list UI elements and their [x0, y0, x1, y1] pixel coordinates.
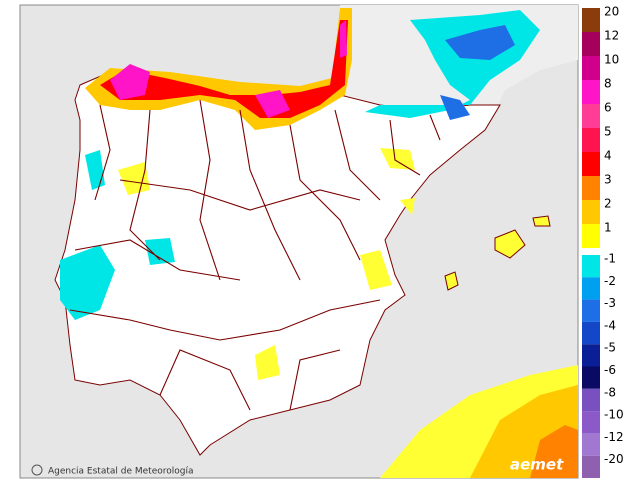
- legend-label: -5: [604, 341, 616, 355]
- legend-label: 12: [604, 29, 619, 43]
- ibiza: [444, 271, 459, 291]
- legend-label: 4: [604, 149, 612, 163]
- legend-swatch: [582, 455, 600, 478]
- legend: 20 12 10 8 6 5 4 3 2 1 -1 -2 -3 -4 -5 -6 -8 -10 -12 -20: [582, 5, 624, 478]
- copyright-icon: [31, 464, 43, 476]
- legend-swatch: [582, 277, 600, 300]
- legend-swatch: [582, 8, 600, 32]
- legend-label: 5: [604, 125, 612, 139]
- province-borders: [69, 99, 441, 411]
- legend-swatch: [582, 56, 600, 80]
- cool-west: [60, 150, 175, 320]
- legend-swatch: [582, 433, 600, 456]
- africa-hot: [530, 425, 578, 478]
- legend-swatch: [582, 321, 600, 345]
- legend-label: -12: [604, 430, 624, 444]
- legend-swatch: [582, 152, 600, 176]
- legend-label: 8: [604, 77, 612, 91]
- legend-swatch: [582, 299, 600, 322]
- legend-swatch: [582, 32, 600, 56]
- legend-label: -8: [604, 385, 616, 399]
- legend-swatch: [582, 224, 600, 248]
- legend-label: 1: [604, 221, 612, 235]
- legend-label: -4: [604, 318, 616, 332]
- legend-label: 20: [604, 5, 619, 19]
- legend-label: 3: [604, 173, 612, 187]
- legend-swatch: [582, 255, 600, 278]
- legend-swatch: [582, 366, 600, 389]
- cold-ne: [440, 25, 515, 120]
- legend-swatch: [582, 80, 600, 104]
- legend-label: 2: [604, 197, 612, 211]
- credit: Agencia Estatal de Meteorología: [48, 467, 194, 477]
- legend-swatch: [582, 411, 600, 434]
- legend-label: -10: [604, 408, 624, 422]
- mallorca: [494, 229, 526, 259]
- legend-label: -3: [604, 296, 616, 310]
- legend-label: 10: [604, 53, 619, 67]
- legend-swatch: [582, 176, 600, 200]
- legend-label: -20: [604, 452, 624, 466]
- legend-label: 6: [604, 101, 612, 115]
- legend-label: -1: [604, 252, 616, 266]
- menorca: [532, 215, 551, 227]
- legend-swatch: [582, 128, 600, 152]
- legend-label: -6: [604, 363, 616, 377]
- legend-swatch: [582, 344, 600, 367]
- legend-swatch: [582, 200, 600, 224]
- hot-north: [100, 20, 348, 118]
- logo: aemet: [510, 456, 564, 474]
- legend-swatch: [582, 388, 600, 412]
- legend-swatch: [582, 104, 600, 128]
- legend-label: -2: [604, 274, 616, 288]
